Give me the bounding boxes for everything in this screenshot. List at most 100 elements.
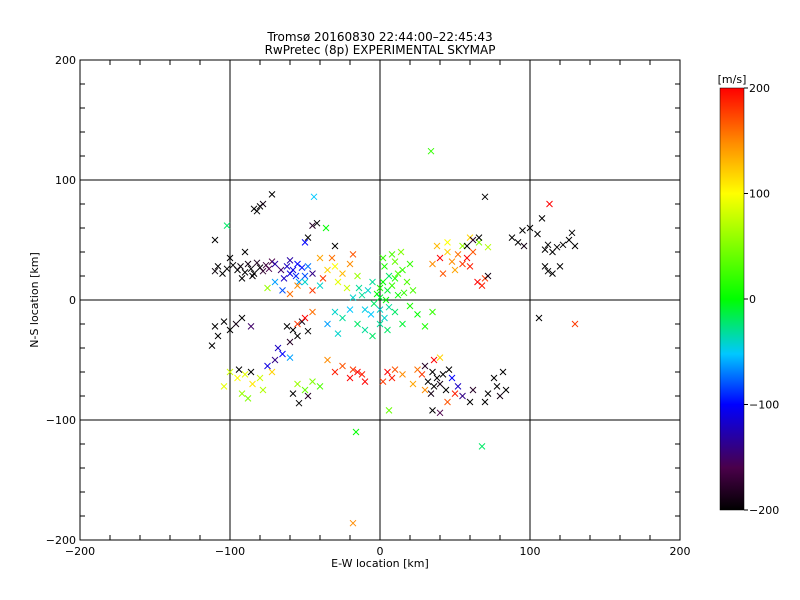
- data-point: [520, 242, 528, 250]
- data-point: [433, 374, 441, 382]
- data-point: [549, 270, 556, 277]
- data-point: [444, 398, 451, 406]
- data-point: [370, 300, 378, 307]
- data-point: [379, 254, 387, 262]
- data-point: [349, 294, 357, 301]
- data-point: [385, 272, 393, 280]
- data-point: [388, 251, 396, 258]
- data-point: [451, 266, 459, 274]
- data-point: [466, 398, 474, 406]
- data-point: [481, 398, 489, 406]
- data-point: [376, 284, 384, 292]
- data-point: [264, 284, 271, 292]
- data-point: [556, 263, 564, 270]
- data-point: [484, 390, 492, 397]
- data-point: [286, 257, 294, 264]
- data-point: [448, 258, 456, 265]
- data-point: [354, 368, 361, 376]
- data-point: [534, 230, 541, 238]
- data-point: [379, 278, 387, 286]
- data-point: [304, 327, 312, 335]
- data-point: [391, 275, 399, 282]
- data-point: [439, 270, 447, 277]
- x-tick-label: −200: [65, 545, 95, 558]
- data-point: [259, 267, 267, 275]
- data-point: [286, 354, 294, 361]
- data-point: [301, 278, 309, 286]
- data-point: [352, 428, 360, 436]
- data-point: [442, 386, 450, 394]
- data-point: [354, 272, 361, 280]
- data-point: [295, 399, 303, 407]
- data-point: [364, 287, 372, 294]
- data-point: [316, 254, 324, 262]
- data-point: [280, 275, 288, 282]
- tick-labels: −200 −100 0 100 200 −200 −100 0 100 200: [46, 54, 691, 558]
- data-point: [508, 234, 516, 241]
- data-point: [265, 265, 273, 273]
- data-point: [241, 269, 249, 276]
- data-point: [526, 224, 534, 232]
- colorbar-tick-label: 100: [749, 188, 770, 201]
- data-point: [459, 260, 466, 268]
- data-point: [394, 291, 402, 299]
- data-point: [249, 272, 256, 280]
- x-tick-label: −100: [215, 545, 245, 558]
- data-point: [232, 320, 240, 328]
- data-point: [466, 263, 474, 270]
- data-point: [313, 219, 321, 227]
- data-point: [571, 320, 579, 328]
- data-point: [309, 222, 316, 229]
- data-point: [349, 366, 357, 373]
- data-point: [399, 320, 406, 328]
- data-point: [279, 287, 286, 294]
- data-point: [469, 236, 477, 244]
- data-point: [208, 342, 216, 349]
- data-point: [237, 263, 244, 270]
- data-point: [292, 272, 300, 280]
- data-point: [309, 287, 316, 294]
- data-points: [208, 147, 579, 527]
- data-point: [559, 241, 567, 249]
- data-point: [354, 320, 361, 328]
- data-point: [331, 263, 339, 270]
- data-point: [571, 242, 579, 250]
- data-point: [376, 306, 384, 313]
- data-point: [385, 303, 393, 311]
- data-point: [334, 330, 342, 337]
- x-tick-label: 200: [670, 545, 691, 558]
- data-point: [406, 302, 414, 310]
- data-point: [259, 200, 267, 208]
- data-point: [244, 260, 252, 268]
- data-point: [334, 278, 342, 286]
- data-point: [283, 263, 291, 270]
- data-point: [331, 242, 339, 250]
- plot-grid: [80, 60, 680, 540]
- data-point: [268, 368, 276, 376]
- data-point: [519, 227, 526, 234]
- chart-subtitle: RwPretec (8p) EXPERIMENTAL SKYMAP: [265, 43, 496, 57]
- data-point: [397, 248, 405, 256]
- data-point: [429, 368, 436, 376]
- data-point: [469, 248, 477, 256]
- data-point: [294, 320, 301, 328]
- data-point: [484, 272, 492, 280]
- data-point: [301, 314, 309, 322]
- colorbar: [719, 87, 745, 511]
- data-point: [403, 278, 411, 286]
- data-point: [367, 311, 375, 318]
- colorbar-tick-labels: −200 −100 0 100 200: [744, 82, 779, 517]
- data-point: [211, 267, 219, 275]
- data-point: [294, 260, 301, 268]
- data-point: [289, 326, 297, 334]
- data-point: [343, 284, 351, 292]
- data-point: [294, 380, 301, 388]
- data-point: [469, 386, 477, 394]
- data-point: [399, 371, 406, 378]
- data-point: [346, 306, 354, 313]
- data-point: [328, 254, 336, 262]
- data-point: [454, 383, 462, 390]
- data-point: [535, 314, 543, 322]
- data-point: [474, 278, 481, 286]
- data-point: [220, 383, 228, 390]
